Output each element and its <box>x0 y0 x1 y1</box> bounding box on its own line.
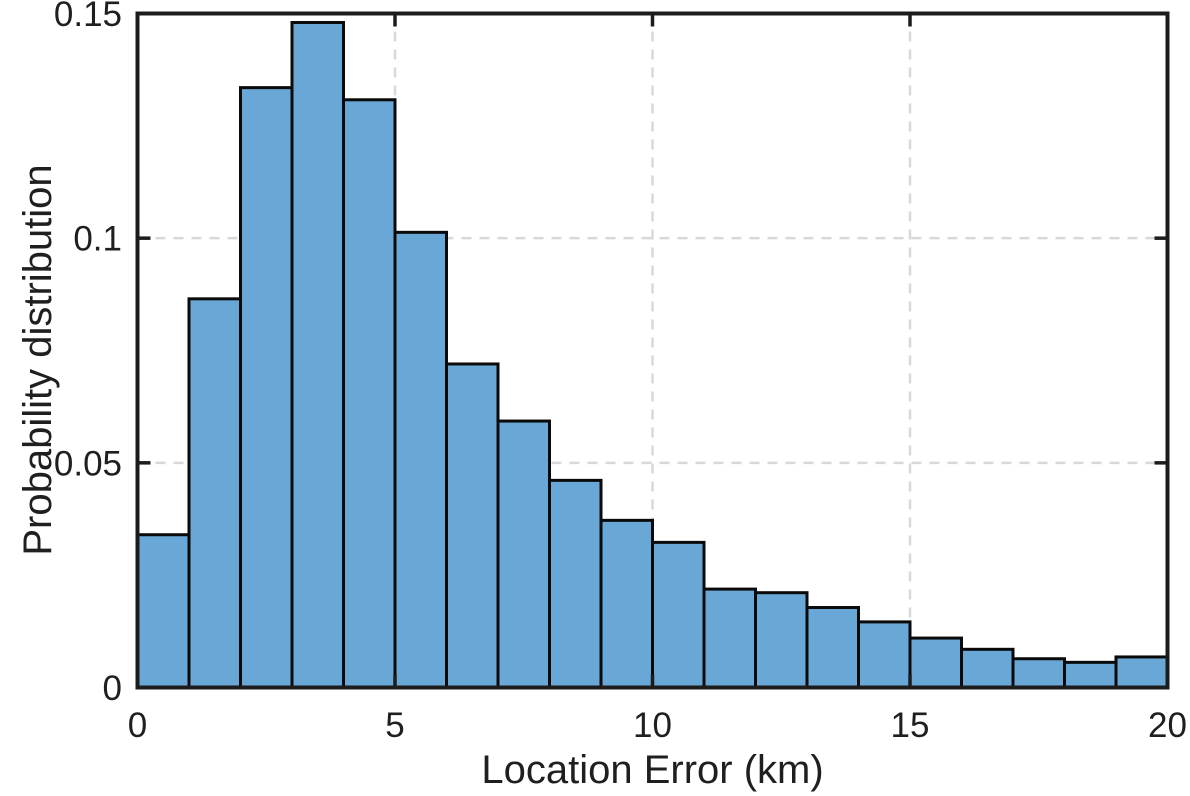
histogram-bar <box>548 478 603 689</box>
histogram-bar <box>960 647 1015 689</box>
histogram-bar <box>702 587 757 690</box>
histogram-bar <box>1011 657 1066 690</box>
histogram-bar <box>136 533 191 690</box>
y-axis-label: Probability distribution <box>16 164 60 556</box>
histogram-bar <box>651 540 706 690</box>
histogram-bar <box>393 230 448 689</box>
histogram-bar <box>1063 660 1118 690</box>
histogram-bar <box>599 518 654 690</box>
x-tick-label: 20 <box>1148 706 1187 745</box>
histogram-bar <box>496 419 551 689</box>
histogram-bar <box>805 606 860 690</box>
histogram-bar <box>290 20 345 689</box>
y-tick-label: 0 <box>103 669 122 708</box>
histogram-bar <box>908 636 963 689</box>
x-tick-label: 10 <box>633 706 672 745</box>
histogram-bar <box>239 86 294 689</box>
histogram-bar <box>342 98 397 690</box>
x-tick-label: 15 <box>891 706 930 745</box>
y-tick-label: 0.05 <box>54 444 122 483</box>
x-tick-label: 5 <box>385 706 404 745</box>
x-axis-label: Location Error (km) <box>481 748 824 792</box>
y-tick-label: 0.15 <box>54 0 122 34</box>
x-tick-label: 0 <box>128 706 147 745</box>
histogram-bar <box>857 620 912 690</box>
histogram-bar <box>187 297 242 689</box>
histogram-bar <box>754 591 809 690</box>
histogram-bar <box>1114 655 1169 689</box>
y-tick-label: 0.1 <box>73 220 122 259</box>
histogram-bar <box>445 362 500 689</box>
